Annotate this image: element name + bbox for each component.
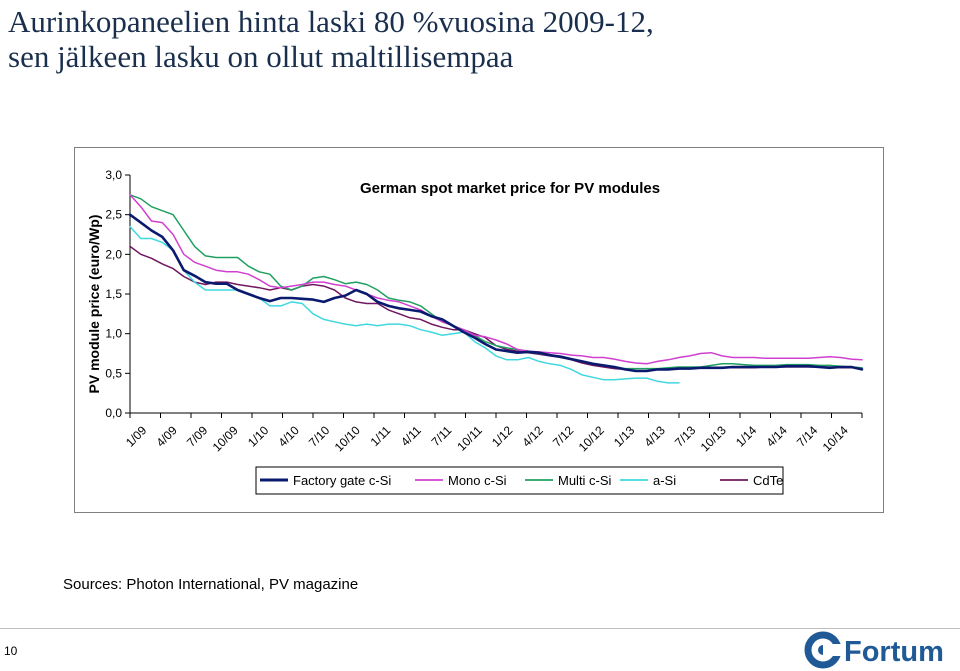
footer-divider [0, 628, 960, 629]
x-tick-label: 1/11 [368, 423, 394, 449]
series-line-multi-c-si [129, 194, 863, 370]
chart-frame: 0,0 0,5 1,0 1,5 2,0 2,5 3,0 1/09 4/09 7/09 10/09 1/… [74, 147, 884, 513]
series-line-a-si [129, 225, 680, 384]
legend-label: a-Si [653, 473, 676, 488]
legend-label: Factory gate c-Si [293, 473, 391, 488]
fortum-logo-text: Fortum [844, 636, 944, 668]
x-tick-label: 4/09 [153, 423, 180, 450]
x-tick-label: 4/13 [641, 423, 668, 450]
slide-title-line-1: Aurinkopaneelien hinta laski 80 %vuosina… [8, 4, 654, 39]
x-tick-label: 4/12 [519, 423, 546, 450]
y-axis-title: PV module price (euro/Wp) [86, 215, 102, 394]
slide-title: Aurinkopaneelien hinta laski 80 %vuosina… [8, 4, 654, 74]
x-tick-label: 7/14 [794, 423, 821, 450]
fortum-emblem-icon [804, 631, 843, 669]
x-tick-label: 7/12 [550, 423, 577, 450]
sources-note: Sources: Photon International, PV magazi… [63, 576, 359, 593]
x-tick-label: 7/10 [306, 423, 333, 450]
legend-label: Mono c-Si [448, 473, 507, 488]
series-line-cdte [129, 245, 863, 372]
legend-box [255, 466, 784, 495]
x-tick-label: 4/10 [275, 423, 302, 450]
slide-title-line-2: sen jälkeen lasku on ollut maltillisempa… [8, 39, 514, 74]
legend-label: CdTe [753, 473, 783, 488]
x-tick-label: 1/12 [489, 423, 516, 450]
legend-label: Multi c-Si [558, 473, 612, 488]
x-tick-label: 10/13 [698, 423, 729, 454]
x-tick-label: 10/10 [332, 423, 363, 454]
x-tick-label: 1/10 [245, 423, 272, 450]
x-tick-label: 10/09 [210, 423, 241, 454]
y-tick-label: 0,5 [105, 366, 122, 380]
x-tick-label: 4/11 [398, 423, 424, 449]
price-line-chart: 0,00,51,01,52,02,53,01/09 4/09 7/09 10/09 1/… [86, 168, 864, 495]
fortum-logo: Fortum [804, 631, 944, 669]
y-tick-label: 3,0 [105, 168, 122, 182]
x-tick-label: 7/11 [429, 423, 455, 449]
series-line-mono-c-si [129, 194, 863, 365]
x-tick-label: 10/12 [576, 423, 607, 454]
x-tick-label: 1/13 [611, 423, 638, 450]
x-tick-label: 1/14 [733, 423, 760, 450]
y-tick-label: 1,5 [105, 287, 122, 301]
x-tick-label: 1/09 [123, 423, 150, 450]
y-tick-label: 2,5 [105, 208, 122, 222]
y-tick-label: 0,0 [105, 406, 122, 420]
x-tick-label: 7/13 [672, 423, 699, 450]
x-tick-label: 7/09 [184, 423, 211, 450]
y-tick-label: 2,0 [105, 247, 122, 261]
x-tick-label: 4/14 [763, 423, 790, 450]
y-tick-label: 1,0 [105, 327, 122, 341]
page-number: 10 [4, 644, 18, 658]
series-line-factory-gate-c-si [128, 213, 864, 373]
x-tick-label: 10/11 [454, 423, 485, 454]
chart-title: German spot market price for PV modules [360, 180, 660, 197]
x-tick-label: 10/14 [820, 423, 851, 454]
